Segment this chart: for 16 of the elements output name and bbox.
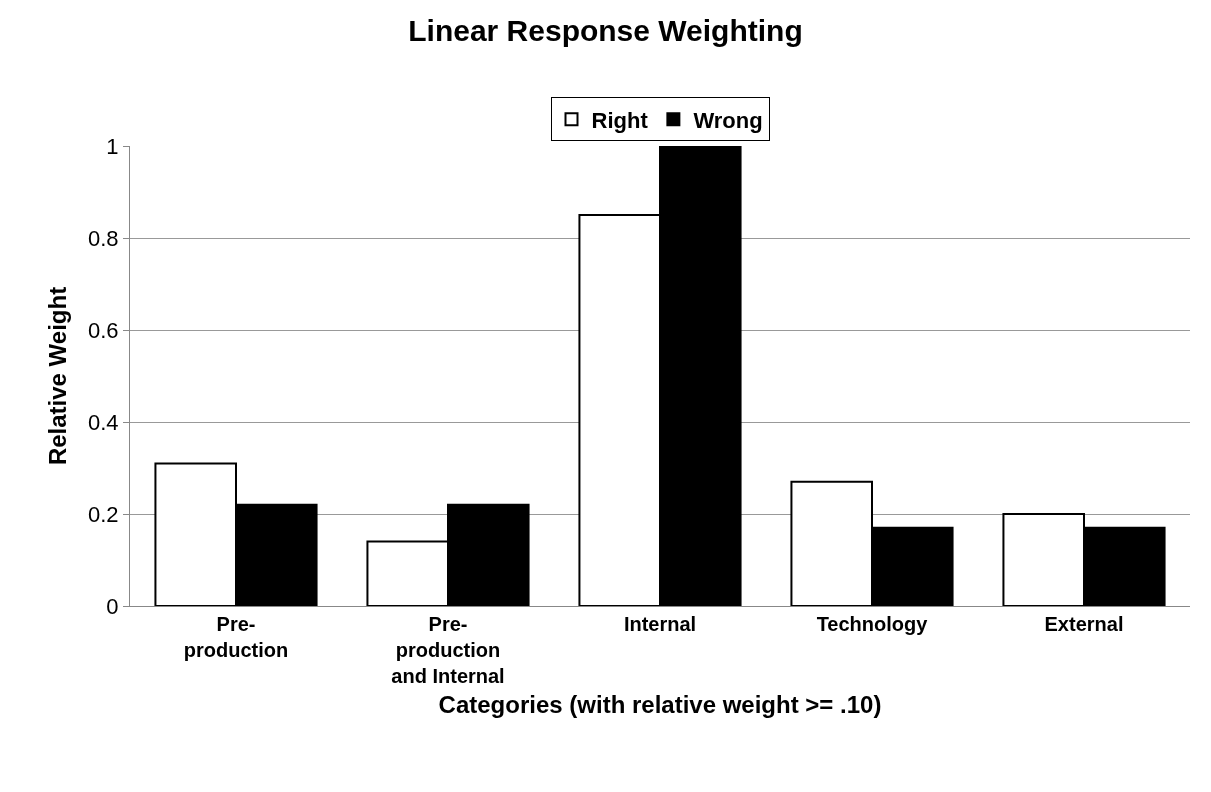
y-tick-label: 0.8 bbox=[88, 225, 119, 251]
y-tick-label: 1 bbox=[106, 133, 119, 159]
x-tick-label: Pre- production and Internal bbox=[391, 613, 505, 687]
y-tick-label: 0.2 bbox=[88, 501, 119, 527]
x-tick-label: Internal bbox=[623, 613, 697, 635]
legend-label: Wrong bbox=[693, 107, 763, 133]
chart-title: Linear Response Weighting bbox=[408, 13, 803, 47]
y-tick-label: 0.6 bbox=[88, 317, 119, 343]
x-axis-title: Categories (with relative weight >= .10) bbox=[438, 691, 882, 719]
y-axis-title: Relative Weight bbox=[44, 286, 72, 466]
legend-label: Right bbox=[591, 107, 649, 133]
y-tick-label: 0 bbox=[106, 593, 119, 619]
x-tick-label: Technology bbox=[816, 613, 929, 635]
x-tick-label: External bbox=[1044, 613, 1124, 635]
y-tick-label: 0.4 bbox=[88, 409, 119, 435]
x-tick-label: Pre- production bbox=[183, 613, 289, 661]
